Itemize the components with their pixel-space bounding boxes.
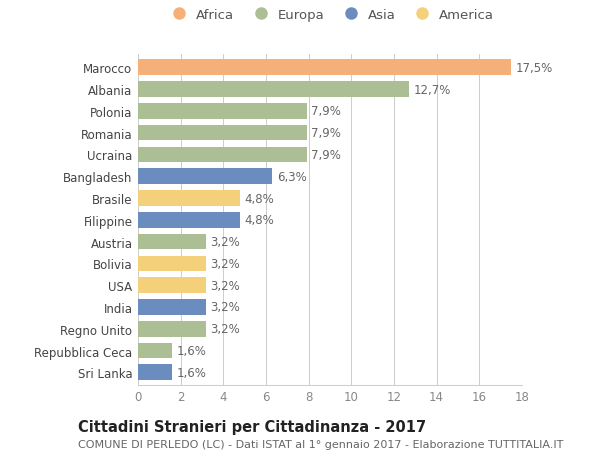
Bar (138, 104, 307, 119)
Bar (138, 256, 206, 272)
Bar (138, 191, 241, 207)
Text: Cittadini Stranieri per Cittadinanza - 2017: Cittadini Stranieri per Cittadinanza - 2… (78, 419, 426, 434)
Text: 4,8%: 4,8% (245, 192, 274, 205)
Text: 3,2%: 3,2% (211, 235, 240, 248)
Bar (138, 169, 272, 185)
Text: 1,6%: 1,6% (176, 344, 206, 357)
Text: 17,5%: 17,5% (515, 62, 553, 75)
Bar (138, 82, 409, 98)
Bar (138, 234, 206, 250)
Text: 4,8%: 4,8% (245, 214, 274, 227)
Bar (138, 125, 307, 141)
Text: 12,7%: 12,7% (413, 84, 451, 96)
Bar (138, 299, 206, 315)
Bar (138, 321, 206, 337)
Text: 6,3%: 6,3% (277, 170, 307, 183)
Text: 3,2%: 3,2% (211, 279, 240, 292)
Text: 3,2%: 3,2% (211, 301, 240, 314)
Text: 7,9%: 7,9% (311, 105, 341, 118)
Bar (138, 343, 172, 358)
Bar (138, 60, 511, 76)
Text: COMUNE DI PERLEDO (LC) - Dati ISTAT al 1° gennaio 2017 - Elaborazione TUTTITALIA: COMUNE DI PERLEDO (LC) - Dati ISTAT al 1… (78, 439, 563, 449)
Bar (138, 213, 241, 228)
Bar (138, 365, 172, 381)
Text: 7,9%: 7,9% (311, 149, 341, 162)
Text: 1,6%: 1,6% (176, 366, 206, 379)
Text: 3,2%: 3,2% (211, 323, 240, 336)
Legend: Africa, Europa, Asia, America: Africa, Europa, Asia, America (166, 9, 494, 22)
Text: 7,9%: 7,9% (311, 127, 341, 140)
Bar (138, 278, 206, 293)
Bar (138, 147, 307, 163)
Text: 3,2%: 3,2% (211, 257, 240, 270)
